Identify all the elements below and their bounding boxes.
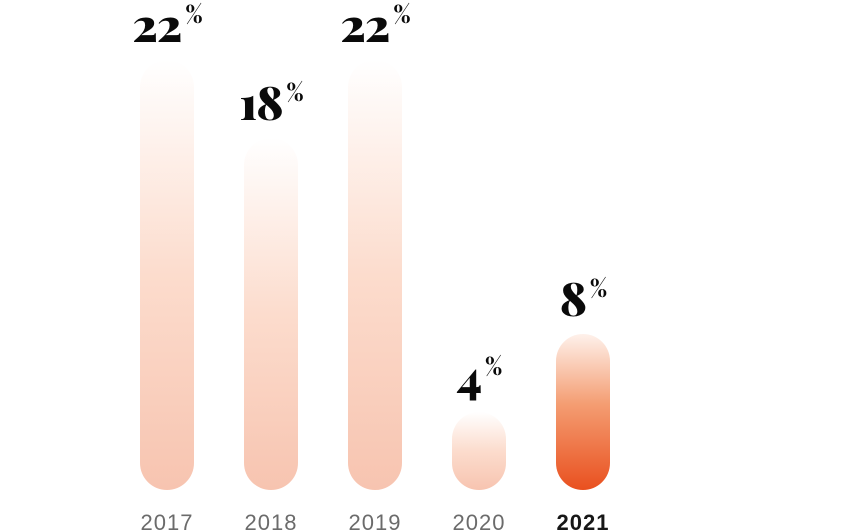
bar-column: 22% <box>348 60 402 490</box>
chart-stage: 22%18%22%4%8% 20172018201920202021 <box>0 0 850 530</box>
bar-value-unit: % <box>286 80 302 104</box>
x-axis: 2017 2018 2019 2020 2021 <box>140 510 850 530</box>
bar-value-number: 22 <box>340 0 389 46</box>
bar-value-unit: % <box>590 276 606 300</box>
bar-column: 4% <box>452 412 506 490</box>
bar <box>348 60 402 490</box>
x-axis-label: 2019 <box>348 510 402 530</box>
bar-column: 8% <box>556 334 610 490</box>
bar-value-unit: % <box>393 2 409 26</box>
bar-value-label: 22% <box>132 0 201 46</box>
bar-value-label: 22% <box>340 0 409 46</box>
bar-value-label: 4% <box>457 352 502 398</box>
bar-value-number: 8 <box>560 274 586 320</box>
bar-value-label: 18% <box>239 78 302 124</box>
bar-column: 18% <box>244 138 298 490</box>
bar-group: 22%18%22%4%8% <box>140 0 850 490</box>
bar-value-number: 4 <box>457 352 481 398</box>
x-axis-label: 2021 <box>556 510 610 530</box>
bar-highlight <box>556 334 610 490</box>
bar-value-unit: % <box>185 2 201 26</box>
bar <box>244 138 298 490</box>
x-axis-label: 2020 <box>452 510 506 530</box>
bar-value-label: 8% <box>560 274 606 320</box>
bar-value-number: 18 <box>239 78 282 124</box>
x-axis-label: 2017 <box>140 510 194 530</box>
bar <box>452 412 506 490</box>
x-axis-label: 2018 <box>244 510 298 530</box>
bar-value-number: 22 <box>132 0 181 46</box>
bar-value-unit: % <box>485 354 501 378</box>
bar <box>140 60 194 490</box>
bar-column: 22% <box>140 60 194 490</box>
